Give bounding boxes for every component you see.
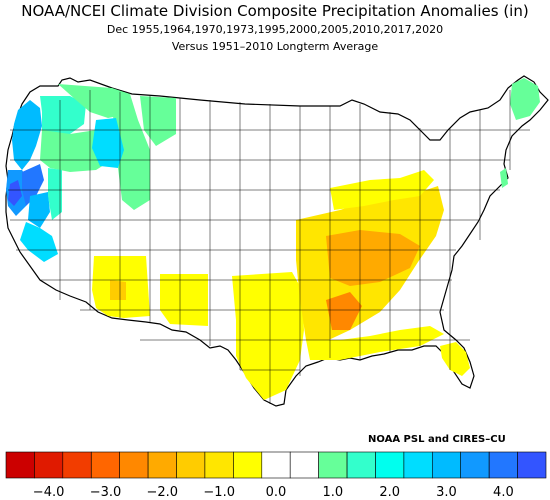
legend-bin: [5, 451, 35, 479]
legend-bin: [62, 451, 92, 479]
legend-bin: [261, 451, 291, 479]
region-nm: [160, 274, 208, 326]
division-boundaries: [8, 90, 530, 404]
legend-bin: [346, 451, 376, 479]
region-ca-south: [20, 222, 58, 262]
map-title: NOAA/NCEI Climate Division Composite Pre…: [21, 2, 529, 20]
legend-tick-label: −4.0: [33, 485, 65, 500]
map-subtitle: Dec 1955,1964,1970,1973,1995,2000,2005,2…: [106, 23, 444, 36]
legend-bin: [517, 451, 547, 479]
legend-tick-label: 0.0: [266, 485, 287, 500]
legend-bin: [233, 451, 263, 479]
region-me: [510, 78, 540, 120]
region-montana-west: [140, 96, 176, 146]
legend-bin: [91, 451, 121, 479]
region-fl: [440, 342, 470, 376]
legend-bin: [318, 451, 348, 479]
legend-bin: [431, 451, 461, 479]
region-ca-coast-dark: [8, 180, 22, 206]
legend-bin: [375, 451, 405, 479]
legend-tick-label: 2.0: [379, 485, 400, 500]
region-nj-coast: [500, 168, 508, 188]
legend-bin: [176, 451, 206, 479]
credit-label: NOAA PSL and CIRES–CU: [368, 434, 506, 445]
legend-bin: [289, 451, 319, 479]
legend-tick-label: 3.0: [436, 485, 457, 500]
region-ca-sierra: [28, 192, 50, 228]
legend-bin: [460, 451, 490, 479]
legend-tick-label: 4.0: [493, 485, 514, 500]
region-wa-cascades: [40, 96, 86, 140]
legend-bin: [204, 451, 234, 479]
region-tx-ok: [232, 272, 304, 400]
map-baseline: Versus 1951–2010 Longterm Average: [171, 40, 379, 53]
region-idaho-central: [92, 118, 124, 168]
legend-bin: [147, 451, 177, 479]
region-wa-or-coast: [12, 100, 42, 170]
legend-tick-label: −3.0: [90, 485, 122, 500]
legend-tick-label: −1.0: [203, 485, 235, 500]
legend-bin: [403, 451, 433, 479]
legend-tick-label: −2.0: [147, 485, 179, 500]
region-tn-valley: [326, 230, 420, 286]
region-lower-mississippi: [326, 292, 362, 330]
us-climate-division-map: [5, 75, 549, 407]
legend-tick-label: 1.0: [322, 485, 343, 500]
region-az-central: [110, 280, 126, 300]
region-gulf-coast: [306, 326, 444, 360]
legend-bin: [488, 451, 518, 479]
legend-bin: [34, 451, 64, 479]
region-ca-central: [48, 168, 62, 220]
legend-bin: [119, 451, 149, 479]
region-ca-north-interior: [22, 164, 44, 206]
